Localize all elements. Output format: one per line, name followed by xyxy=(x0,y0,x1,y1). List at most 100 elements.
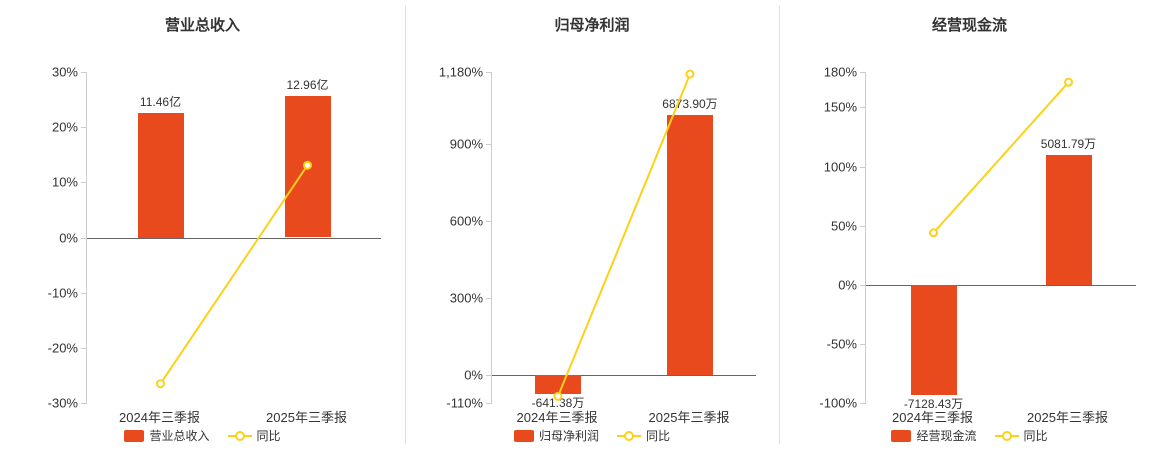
plot-area-net-profit: 1,180% 900% 600% 300% 0% -110% -641.38万 6873.90… xyxy=(439,66,756,410)
yoy-point-marker xyxy=(156,379,165,389)
panel-divider xyxy=(405,6,406,444)
panel-divider xyxy=(779,6,780,444)
y-tick-mark xyxy=(486,297,492,299)
y-tick-label: -110% xyxy=(446,395,483,411)
bar-value-label: 12.96亿 xyxy=(286,78,329,93)
x-axis-label-2025: 2025年三季报 xyxy=(1027,410,1108,425)
legend-item-bar-series[interactable]: 营业总收入 xyxy=(124,427,210,444)
legend-item-line-series[interactable]: 同比 xyxy=(617,427,670,444)
y-tick-mark xyxy=(81,347,87,349)
x-axis-label-2024: 2024年三季报 xyxy=(119,410,200,425)
x-axis-label-2025: 2025年三季报 xyxy=(648,410,730,425)
x-axis-label-2024: 2024年三季报 xyxy=(516,410,598,425)
yoy-line-chart xyxy=(553,69,695,401)
y-tick-label: 20% xyxy=(51,119,78,135)
y-tick-mark xyxy=(486,374,492,376)
chart-title-cash-flow: 经营现金流 xyxy=(931,17,1007,34)
y-tick-label: 50% xyxy=(830,218,857,234)
y-tick-mark xyxy=(486,220,492,222)
y-tick-label: -50% xyxy=(826,336,857,352)
legend-label-bar: 归母净利润 xyxy=(538,429,599,443)
chart-title-net-profit: 归母净利润 xyxy=(554,17,630,34)
legend-item-line-series[interactable]: 同比 xyxy=(994,427,1048,444)
legend-revenue: 营业总收入 同比 xyxy=(0,427,405,444)
bar-2025年三季报[interactable] xyxy=(1045,154,1092,285)
y-tick-mark xyxy=(860,72,866,73)
bar-value-label: -641.38万 xyxy=(531,396,585,411)
bar-value-label: 11.46亿 xyxy=(139,95,182,110)
plot-area-revenue: 30% 20% 10% 0% -10% -20% -30% 11.46亿 12.96亿 xyxy=(48,66,381,410)
line-marker-icon xyxy=(617,430,641,441)
line-marker-icon xyxy=(994,430,1019,441)
y-tick-mark xyxy=(860,403,866,404)
y-tick-label: -100% xyxy=(819,395,857,411)
bar-2025年三季报[interactable] xyxy=(667,114,713,375)
bar-2024年三季报[interactable] xyxy=(535,374,581,394)
y-tick-label: -20% xyxy=(47,340,78,356)
y-tick-label: 600% xyxy=(449,213,483,229)
yoy-point-marker xyxy=(685,69,695,79)
x-axis-label-2025: 2025年三季报 xyxy=(266,410,347,425)
y-tick-mark xyxy=(81,72,87,73)
y-tick-mark xyxy=(81,403,87,404)
plot-area-cash-flow: 180% 150% 100% 50% 0% -50% -100% -7128.43万 5081.… xyxy=(819,66,1136,410)
legend-item-line-series[interactable]: 同比 xyxy=(227,427,281,444)
y-tick-mark xyxy=(81,127,87,129)
y-tick-label: -30% xyxy=(47,395,78,411)
legend-cash-flow: 经营现金流 同比 xyxy=(779,427,1160,444)
x-axis-label-2024: 2024年三季报 xyxy=(892,410,973,425)
y-tick-mark xyxy=(860,107,866,109)
y-tick-label: 300% xyxy=(449,290,483,306)
legend-label-line: 同比 xyxy=(1023,429,1048,443)
yoy-line xyxy=(557,73,691,397)
zero-axis-line xyxy=(866,284,1136,286)
legend-label-line: 同比 xyxy=(256,429,281,443)
y-tick-label: 0% xyxy=(59,230,78,245)
yoy-point-marker xyxy=(1064,77,1073,87)
yoy-point-marker xyxy=(303,160,312,170)
chart-title-revenue: 营业总收入 xyxy=(164,17,240,34)
y-tick-mark xyxy=(81,182,87,184)
y-tick-mark xyxy=(81,237,87,239)
bar-2024年三季报[interactable] xyxy=(910,284,957,395)
bar-value-label: -7128.43万 xyxy=(903,396,964,411)
bar-2024年三季报[interactable] xyxy=(137,113,184,238)
panel-revenue: 营业总收入 30% 20% 10% 0% -10% -20% -30% 11.46亿 12.96… xyxy=(0,0,405,450)
bar-swatch-icon xyxy=(124,429,145,442)
panel-net-profit: 归母净利润 1,180% 900% 600% 300% 0% -110% -641.38万 6… xyxy=(405,0,779,450)
y-tick-mark xyxy=(486,143,492,145)
bar-swatch-icon xyxy=(513,429,534,442)
yoy-point-marker xyxy=(929,228,938,238)
legend-label-bar: 营业总收入 xyxy=(149,429,210,443)
bar-value-label: 5081.79万 xyxy=(1040,136,1097,151)
legend-label-line: 同比 xyxy=(646,429,671,443)
y-tick-label: 0% xyxy=(838,277,857,293)
zero-axis-line xyxy=(87,237,381,239)
y-tick-mark xyxy=(486,403,492,404)
y-tick-label: 10% xyxy=(51,174,78,190)
panel-operating-cash-flow: 经营现金流 180% 150% 100% 50% 0% -50% -100% -7128.43… xyxy=(779,0,1160,450)
y-tick-label: 30% xyxy=(51,64,78,80)
yoy-line-chart xyxy=(156,160,312,389)
y-tick-label: 900% xyxy=(449,136,483,152)
yoy-line xyxy=(159,164,309,385)
y-tick-mark xyxy=(860,343,866,345)
y-tick-label: -10% xyxy=(47,285,78,301)
y-tick-mark xyxy=(486,72,492,73)
y-tick-label: 150% xyxy=(823,99,857,115)
y-tick-label: 100% xyxy=(823,159,857,175)
yoy-line-chart xyxy=(929,77,1073,238)
bar-swatch-icon xyxy=(891,429,912,442)
legend-label-bar: 经营现金流 xyxy=(916,429,977,443)
y-tick-mark xyxy=(81,292,87,294)
y-tick-label: 1,180% xyxy=(438,64,483,80)
y-tick-label: 180% xyxy=(823,64,857,80)
y-tick-mark xyxy=(860,284,866,286)
zero-axis-line xyxy=(492,374,756,376)
legend-item-bar-series[interactable]: 经营现金流 xyxy=(891,427,977,444)
yoy-line xyxy=(932,81,1070,234)
line-marker-icon xyxy=(227,430,252,441)
yoy-point-marker xyxy=(553,391,563,401)
legend-item-bar-series[interactable]: 归母净利润 xyxy=(513,427,599,444)
